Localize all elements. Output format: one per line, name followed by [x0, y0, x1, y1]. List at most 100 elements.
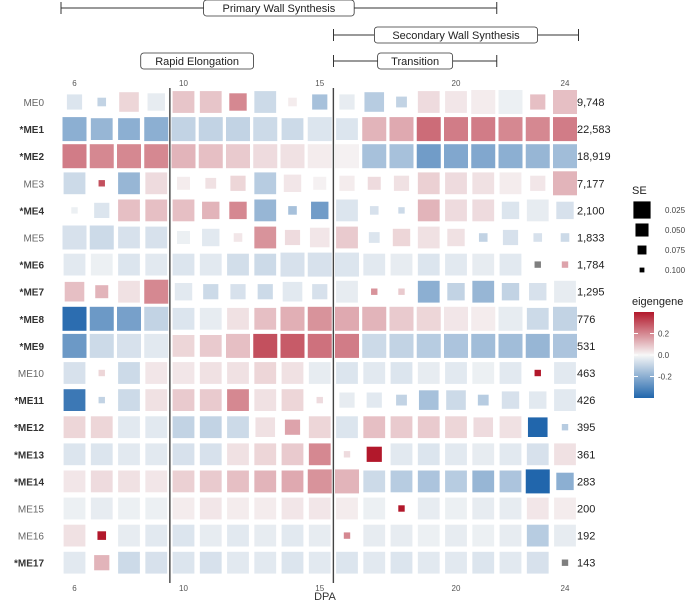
heatmap-cell: [307, 306, 332, 331]
heatmap-cell: [396, 96, 407, 108]
heatmap-cell: [362, 333, 387, 358]
heatmap-cell: [145, 470, 168, 493]
heatmap-cell: [501, 283, 520, 301]
heatmap-cell: [367, 176, 381, 190]
heatmap-cell: [198, 117, 223, 142]
heatmap-cell: [471, 90, 496, 114]
heatmap-cell: [144, 144, 169, 169]
heatmap-cell: [498, 144, 523, 169]
heatmap-cell: [254, 172, 277, 195]
gene-count: 143: [577, 558, 595, 570]
heatmap-cell: [472, 172, 495, 195]
gene-count: 9,748: [577, 97, 605, 109]
heatmap-cell: [472, 280, 495, 303]
heatmap-cell: [472, 551, 495, 574]
heatmap-cell: [309, 227, 330, 248]
gene-count: 463: [577, 368, 595, 380]
heatmap-cell: [533, 233, 543, 242]
heatmap-cell: [280, 252, 305, 277]
se-legend-label: 0.100: [665, 266, 685, 275]
heatmap-cell: [147, 93, 165, 111]
phase-label: Rapid Elongation: [155, 56, 239, 68]
heatmap-cell: [199, 470, 222, 493]
heatmap-cell: [283, 174, 302, 192]
heatmap-cell: [117, 333, 141, 358]
heatmap-cell: [281, 362, 304, 384]
gene-count: 7,177: [577, 178, 605, 190]
heatmap-cell: [254, 524, 277, 547]
se-legend-label: 0.025: [665, 206, 685, 215]
heatmap-cell: [389, 306, 414, 331]
heatmap-cell: [144, 333, 169, 358]
phase-label-box: [373, 26, 538, 44]
heatmap-cell: [335, 333, 359, 358]
module-label: *ME12: [14, 423, 44, 434]
heatmap-cell: [97, 531, 107, 540]
heatmap-cell: [472, 470, 495, 493]
heatmap-cell: [417, 91, 440, 113]
heatmap-cell: [396, 394, 407, 406]
heatmap-cell: [561, 261, 569, 268]
heatmap-cell: [371, 288, 378, 295]
heatmap-cell: [445, 91, 467, 113]
heatmap-cell: [199, 551, 222, 574]
heatmap-cell: [172, 91, 195, 113]
heatmap-cell: [417, 470, 440, 493]
heatmap-cell: [145, 389, 168, 411]
heatmap-cell: [199, 91, 222, 113]
heatmap-cell: [444, 144, 468, 169]
heatmap-cell: [202, 201, 220, 220]
heatmap-cell: [554, 524, 576, 547]
heatmap-cell: [62, 117, 87, 142]
module-label: *ME17: [14, 559, 44, 570]
top-tick-label: 10: [179, 79, 188, 88]
heatmap-cell: [498, 333, 523, 358]
gene-count: 776: [577, 314, 595, 326]
heatmap-cell: [288, 97, 297, 107]
gene-count: 192: [577, 531, 595, 543]
heatmap-cell: [445, 524, 467, 547]
heatmap-cell: [254, 389, 277, 411]
gene-count: 531: [577, 341, 595, 353]
heatmap-cell: [398, 505, 405, 512]
bottom-tick-label: 10: [179, 584, 188, 593]
heatmap-cell: [472, 199, 495, 222]
heatmap-cell: [199, 362, 222, 384]
heatmap-cell: [445, 443, 467, 466]
heatmap-cell: [199, 497, 222, 520]
heatmap-cells: [62, 90, 577, 574]
heatmap-cell: [560, 233, 570, 242]
heatmap-cell: [526, 443, 549, 466]
heatmap-cell: [199, 443, 222, 466]
heatmap-cell: [62, 333, 87, 358]
heatmap-cell: [390, 443, 413, 466]
heatmap-cell: [199, 389, 222, 411]
heatmap-cell: [119, 92, 139, 112]
heatmap-cell: [257, 284, 273, 300]
heatmap-cell: [501, 391, 520, 409]
heatmap-cell: [117, 306, 141, 331]
heatmap-cell: [202, 228, 220, 247]
heatmap-cell: [177, 231, 190, 244]
heatmap-cell: [308, 443, 331, 466]
heatmap-cell: [253, 333, 278, 358]
heatmap-cell: [339, 175, 355, 191]
module-label: *ME14: [14, 477, 44, 488]
eigengene-legend: eigengene 0.2 0.0 -0.2: [632, 296, 683, 398]
heatmap-cell: [526, 551, 549, 574]
heatmap-cell: [445, 470, 467, 493]
heatmap-cell: [171, 117, 196, 142]
heatmap-cell: [118, 551, 140, 574]
heatmap-cell: [526, 497, 549, 520]
heatmap-cell: [63, 416, 86, 439]
heatmap-cell: [172, 416, 195, 439]
heatmap-cell: [336, 551, 358, 574]
heatmap-cell: [417, 253, 440, 276]
module-label: *ME7: [20, 288, 45, 299]
module-label: *ME11: [15, 396, 45, 407]
heatmap-cell: [199, 416, 222, 439]
colorbar-tick-label: 0.0: [658, 351, 670, 360]
heatmap-cell: [145, 551, 168, 574]
top-tick-label: 15: [315, 79, 324, 88]
heatmap-cell: [118, 443, 140, 466]
